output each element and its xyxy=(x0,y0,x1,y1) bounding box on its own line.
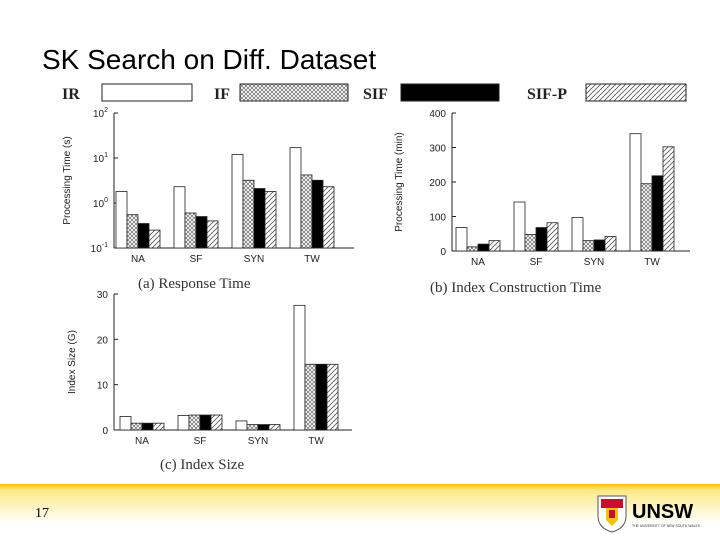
legend-label: SIF-P xyxy=(527,86,567,103)
bar-sif-tw xyxy=(651,175,664,252)
y-tick-label: 200 xyxy=(429,178,446,189)
y-tick-label: 20 xyxy=(97,335,109,346)
y-tick-label: 400 xyxy=(429,109,446,120)
bar-sif-sf xyxy=(535,227,548,252)
bar-sif-p-sf xyxy=(206,220,219,249)
bar-sif-p-syn xyxy=(264,191,277,249)
bar-if-syn xyxy=(582,240,595,252)
y-tick-label: 100 xyxy=(93,197,108,210)
chart-index-size: 0 10 20 30 Index Size (G) NA SF SYN TW (c) Index … xyxy=(67,290,352,473)
legend-swatch xyxy=(585,83,687,102)
bar-sif-na xyxy=(137,223,150,249)
chart-index-construction-time: 0 100 200 300 400 Processing Time (min) NA SF SY… xyxy=(394,109,690,296)
y-axis-label: Processing Time (s) xyxy=(62,136,73,224)
bar-sif-tw xyxy=(311,179,324,249)
bar-sif-sf xyxy=(199,414,212,431)
bar-sif-p-tw xyxy=(322,186,335,249)
bar-if-sf xyxy=(184,212,197,249)
chart-caption: (b) Index Construction Time xyxy=(430,280,602,296)
x-tick-label: TW xyxy=(304,254,320,265)
x-tick-label: SF xyxy=(190,254,203,265)
bar-if-sf xyxy=(188,414,201,431)
bar-ir-sf xyxy=(177,415,190,431)
x-tick-label: NA xyxy=(131,254,145,265)
y-tick-label: 10-1 xyxy=(91,242,108,255)
y-tick-label: 101 xyxy=(93,152,108,165)
y-tick-label: 102 xyxy=(93,107,108,120)
bar-sif-p-na xyxy=(148,229,161,249)
bar-sif-sf xyxy=(195,216,208,249)
slide-title: SK Search on Diff. Dataset xyxy=(42,44,377,75)
x-tick-label: SF xyxy=(530,257,543,268)
bar-sif-syn xyxy=(253,188,266,249)
bar-sif-p-tw xyxy=(326,363,339,431)
x-tick-label: SF xyxy=(194,436,207,447)
y-tick-label: 0 xyxy=(102,426,108,437)
y-tick-label: 10 xyxy=(97,381,109,392)
legend-label: IR xyxy=(62,86,80,103)
x-tick-label: SYN xyxy=(244,254,265,265)
chart-caption: (c) Index Size xyxy=(160,457,244,473)
bar-if-tw xyxy=(300,174,313,249)
y-tick-label: 300 xyxy=(429,144,446,155)
bar-sif-syn xyxy=(593,239,606,252)
bar-sif-na xyxy=(141,422,154,431)
bar-if-tw xyxy=(640,183,653,252)
bar-ir-na xyxy=(119,415,132,431)
y-axis-label: Processing Time (min) xyxy=(394,132,405,231)
chart-response-time: 10-1 100 101 102 Processing Time (s) NA SF SYN T… xyxy=(62,107,354,292)
bar-if-syn xyxy=(246,424,259,431)
bar-ir-syn xyxy=(231,154,244,249)
chart-caption: (a) Response Time xyxy=(138,276,251,292)
bar-if-tw xyxy=(304,363,317,431)
legend-swatch xyxy=(400,83,500,102)
bar-sif-p-syn xyxy=(268,424,281,431)
y-tick-label: 30 xyxy=(97,290,109,301)
bar-if-na xyxy=(466,246,479,252)
y-axis-label: Index Size (G) xyxy=(67,330,78,394)
legend-label: IF xyxy=(214,86,230,103)
y-tick-label: 0 xyxy=(440,247,446,258)
x-tick-label: TW xyxy=(308,436,324,447)
bar-ir-na xyxy=(115,191,128,249)
bar-ir-sf xyxy=(513,201,526,252)
bar-if-na xyxy=(130,422,143,431)
bar-sif-p-tw xyxy=(662,146,675,252)
y-tick-label: 100 xyxy=(429,213,446,224)
bar-sif-p-sf xyxy=(210,414,223,431)
bar-sif-p-na xyxy=(152,422,165,431)
bar-ir-na xyxy=(455,227,468,252)
x-tick-label: TW xyxy=(644,257,660,268)
x-tick-label: NA xyxy=(471,257,485,268)
bar-sif-p-sf xyxy=(546,222,559,252)
chart-legend: IR IF SIF SIF-P xyxy=(62,83,687,103)
bar-if-syn xyxy=(242,179,255,249)
logo-subtext: THE UNIVERSITY OF NEW SOUTH WALES xyxy=(632,524,701,528)
bar-ir-tw xyxy=(629,133,642,252)
bar-ir-tw xyxy=(289,147,302,249)
logo-wordmark: UNSW xyxy=(632,501,693,523)
bar-if-sf xyxy=(524,234,537,252)
page-number: 17 xyxy=(35,506,49,521)
bar-ir-syn xyxy=(571,217,584,252)
x-tick-label: NA xyxy=(135,436,149,447)
x-tick-label: SYN xyxy=(584,257,605,268)
x-tick-label: SYN xyxy=(248,436,269,447)
legend-swatch xyxy=(101,83,193,102)
bar-ir-syn xyxy=(235,420,248,431)
bar-ir-sf xyxy=(173,186,186,249)
legend-swatch xyxy=(239,83,349,102)
legend-label: SIF xyxy=(363,86,388,103)
bar-sif-p-syn xyxy=(604,236,617,252)
bar-sif-syn xyxy=(257,424,270,431)
bar-sif-tw xyxy=(315,363,328,431)
crest-icon xyxy=(597,495,627,533)
bar-sif-p-na xyxy=(488,240,501,252)
unsw-logo: UNSW THE UNIVERSITY OF NEW SOUTH WALES xyxy=(597,495,701,533)
bar-ir-tw xyxy=(293,304,306,431)
bar-sif-na xyxy=(477,243,490,252)
bar-if-na xyxy=(126,214,139,249)
